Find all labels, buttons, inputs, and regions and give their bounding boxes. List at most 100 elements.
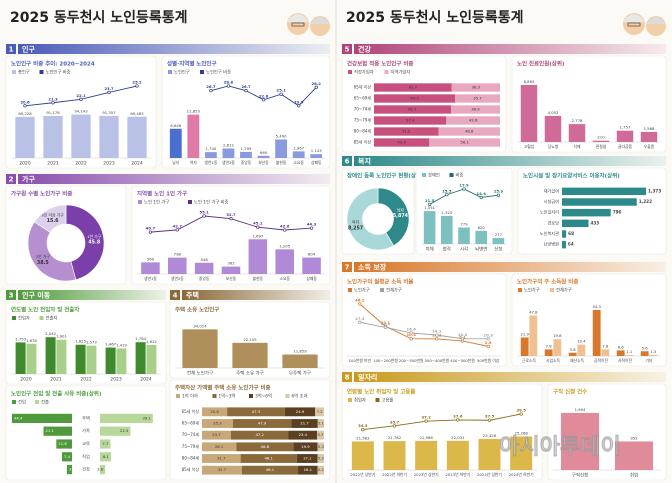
line-point [23,104,27,108]
value-label: 3.8 [69,467,76,472]
value-label: 44.3 [307,222,317,227]
x-tick-label: 치매 [574,144,581,149]
x-tick-label: 2023년 하반기 [445,472,470,477]
value-label: 5.2 [318,467,325,472]
value-label: 362 [227,261,235,266]
x-tick-label: 전체 노인가구 [187,370,213,377]
line-point [229,217,233,221]
value-label: 1,901 [56,334,67,339]
value-label: 3.8 [570,347,577,352]
value-label: 19.9 [301,444,310,449]
legend-label: 노인 1인 가구 비중 [194,199,229,206]
legend-swatch [550,288,554,292]
value-label: 7.7 [102,441,109,446]
legend-swatch [449,173,454,177]
category-label: 교육 [82,441,90,447]
bar [135,342,146,374]
value-label: 1,551 [424,205,435,210]
bar [182,329,218,368]
value-label: 1,143 [311,148,322,153]
value-label: 660 [260,150,268,155]
x-tick-label: 2022 [75,161,87,167]
chart-title: 노인인구 전입 및 전출 사유 비중(상위) [11,390,102,398]
x-tick-label: 사적이전 [618,358,632,363]
bar [302,257,321,274]
x-tick-label: 관절염 [596,144,607,149]
section-title: 건강 [358,44,371,53]
chart-title: 구직 신청 건수 [553,388,587,396]
value-label: 51.2 [402,129,411,134]
illustration [287,13,330,36]
value-label: 43.9 [397,140,406,145]
value-label: 48.8 [465,129,474,134]
value-label: 1,697 [252,233,263,238]
value-label: 32.7 [218,467,227,472]
bar [614,441,654,470]
x-tick-label: 200~300만원 [399,358,424,363]
chart-title: 장애인 등록 노인인구 현황(상위) [347,172,424,180]
bar-segment [291,419,318,428]
bar [26,343,37,374]
x-tick-label: 상패동 [311,160,322,165]
line-point [202,214,206,218]
value-label: 2.5 [485,340,492,345]
legend-swatch [35,400,39,404]
value-label: 5,490 [276,133,287,138]
value-label: 22.1 [381,321,391,326]
value-label: 1,573 [86,340,97,345]
y-tick-label: 80~84세 [182,455,200,461]
section-number: 5 [345,45,350,53]
legend-label: 전입 [18,399,26,406]
bar [562,230,567,238]
bar [520,337,529,356]
line [362,413,522,431]
bar [75,344,86,374]
value-label: 16.1 [304,467,313,472]
value-label: 89,228 [18,111,32,116]
value-label: 91,178 [46,110,60,115]
value-label: 7.4 [64,454,71,459]
chart-panel [161,55,331,169]
x-tick-label: 생연1동 [144,276,157,281]
x-tick-label: 2021 [50,377,62,383]
x-tick-label: 2022 [80,377,92,383]
y-tick-label: 노인일자리 [540,209,559,216]
line-point [297,104,301,108]
line-point [309,226,314,230]
x-tick-label: 사업소득 [546,358,560,363]
value-label: 21,782 [388,435,402,440]
value-label: 1.3 [650,349,657,354]
value-label: 952 [630,435,638,440]
value-label: 2,812 [223,143,234,148]
value-label: 5.7 [317,432,324,437]
y-tick-label: 재가급여 [544,187,560,194]
line-point [479,195,483,200]
bar [248,239,268,274]
value-label: 35.7 [390,419,400,424]
bar [56,339,67,374]
x-tick-label: 2024년 하반기 [509,472,534,477]
y-tick-label: 70~74세 [354,106,372,112]
value-label: 15.5 [442,188,452,193]
x-tick-label: 골다공증 [618,144,632,149]
value-label: 23,428 [483,433,497,438]
value-label: 19.9 [294,99,304,104]
x-tick-label: 공적이전 [594,358,608,363]
bar [282,354,318,368]
bar [529,315,538,356]
category-label: 건강 [82,466,90,472]
legend-label: 전체가구 [386,287,402,294]
value-label: 56.1 [460,140,469,145]
value-label: 620 [478,225,486,230]
x-tick-label: 400~500만원 [450,358,475,363]
value-label: 25.2 [132,80,142,85]
value-label: 40.7 [146,226,156,231]
y-tick-label: 65세 이상 [182,408,200,414]
category-label: 직업 [82,453,90,460]
legend-label: 노인가구 [524,287,540,294]
value-label: 5.6 [642,345,649,350]
value-label: 15.3 [494,189,504,194]
value-label: 38.5 [37,260,49,266]
value-label: 1,764 [135,336,146,341]
line-point [409,337,413,341]
